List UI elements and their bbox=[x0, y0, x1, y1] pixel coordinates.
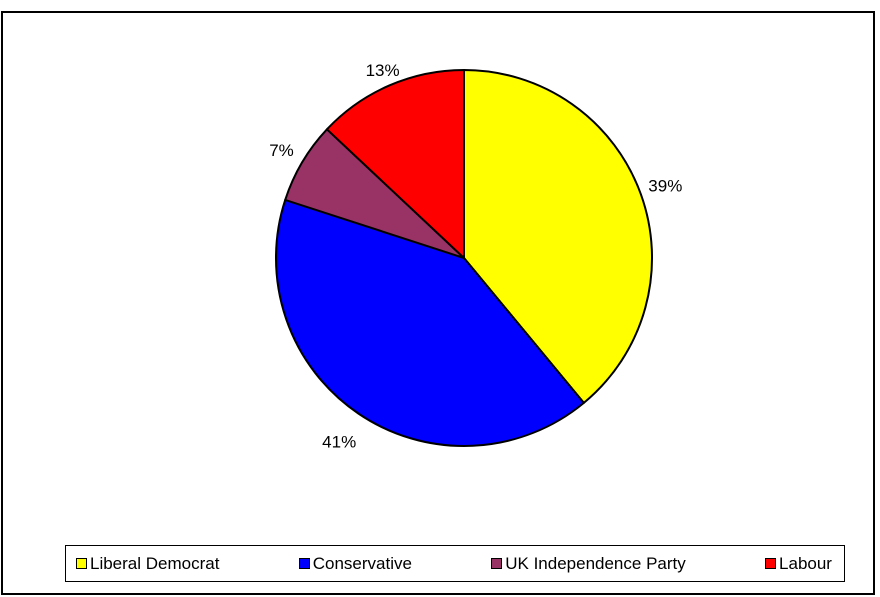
chart-legend: Liberal Democrat Conservative UK Indepen… bbox=[65, 545, 845, 582]
legend-swatch-uk-independence-party bbox=[491, 558, 502, 569]
legend-swatch-liberal-democrat bbox=[76, 558, 87, 569]
legend-swatch-conservative bbox=[299, 558, 310, 569]
legend-item-labour: Labour bbox=[765, 554, 832, 574]
legend-item-uk-independence-party: UK Independence Party bbox=[491, 554, 686, 574]
legend-label-labour: Labour bbox=[779, 554, 832, 574]
legend-item-conservative: Conservative bbox=[299, 554, 412, 574]
data-label-conservative: 41% bbox=[322, 433, 356, 452]
legend-label-uk-independence-party: UK Independence Party bbox=[505, 554, 686, 574]
legend-item-liberal-democrat: Liberal Democrat bbox=[76, 554, 219, 574]
legend-label-liberal-democrat: Liberal Democrat bbox=[90, 554, 219, 574]
legend-label-conservative: Conservative bbox=[313, 554, 412, 574]
data-label-labour: 13% bbox=[366, 61, 400, 80]
legend-swatch-labour bbox=[765, 558, 776, 569]
data-label-liberal-democrat: 39% bbox=[648, 177, 682, 196]
data-label-uk-independence-party: 7% bbox=[269, 141, 294, 160]
